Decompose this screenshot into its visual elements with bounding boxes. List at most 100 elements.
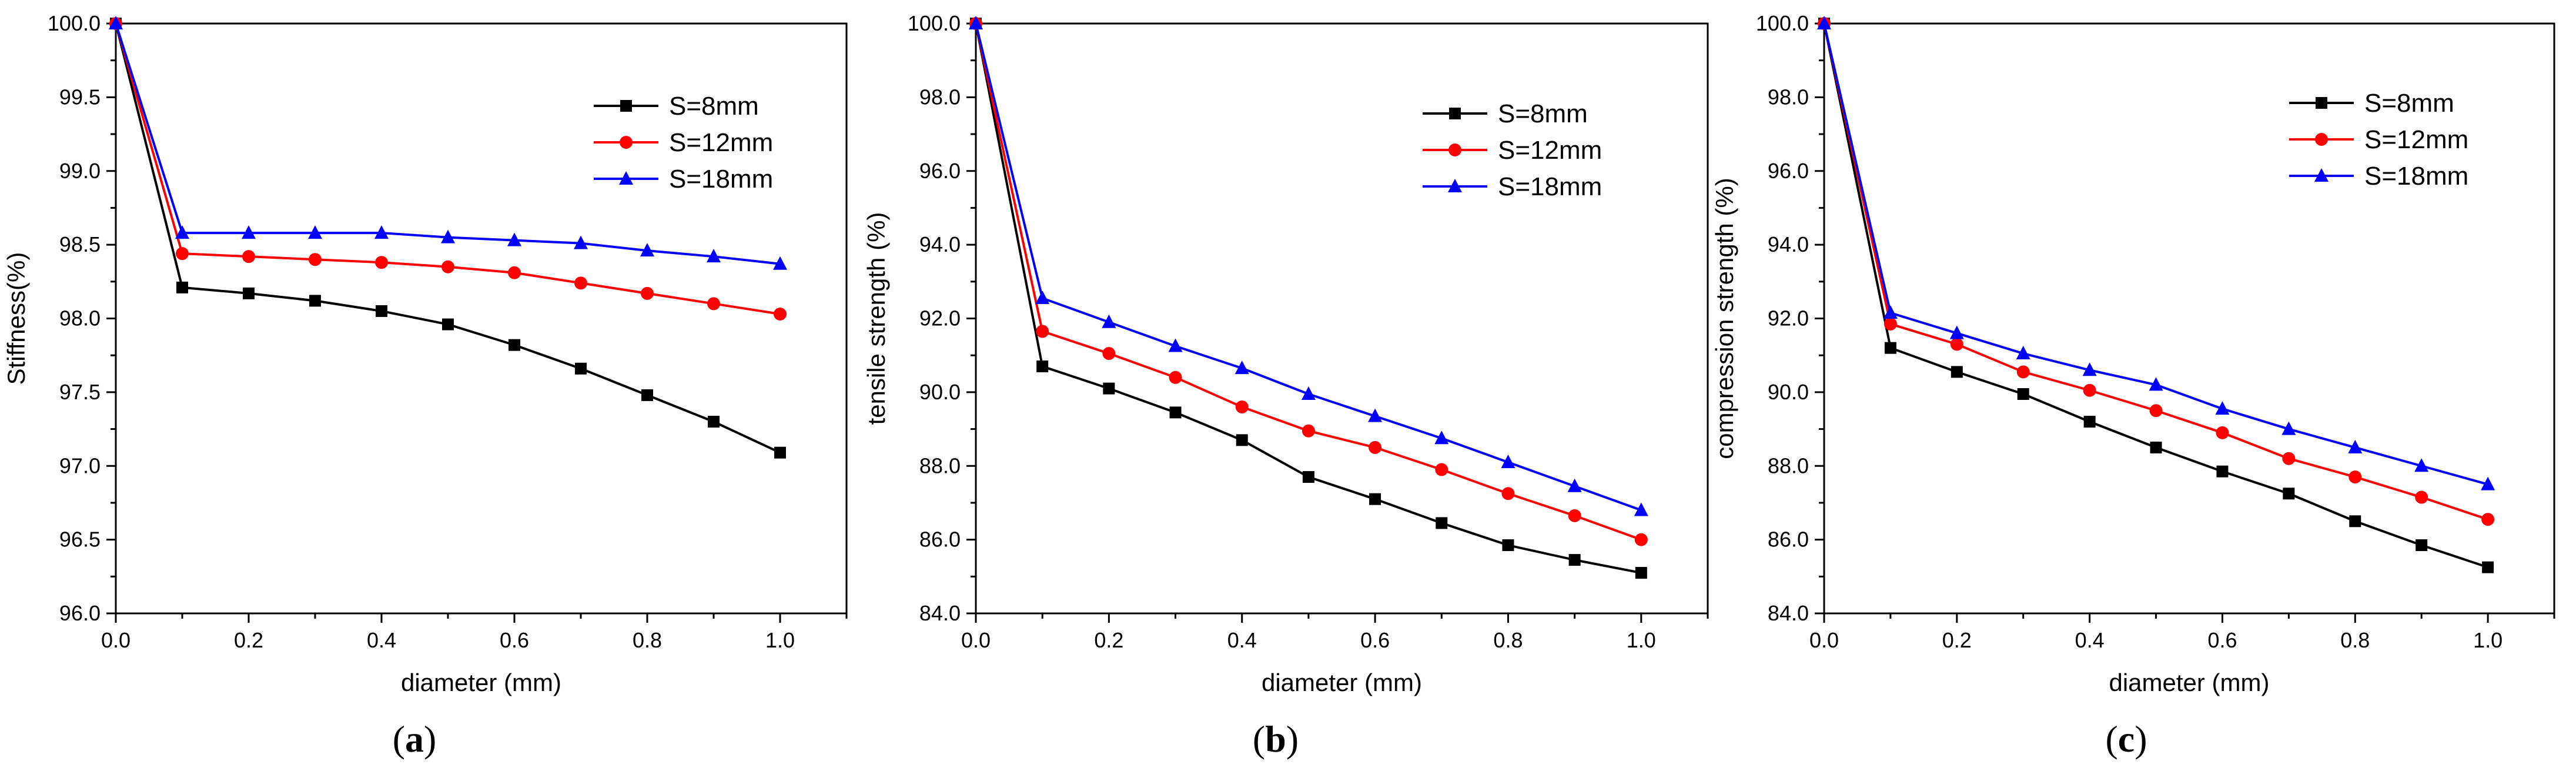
data-point xyxy=(1369,440,1382,454)
data-point xyxy=(1369,493,1381,505)
data-point xyxy=(2482,561,2494,573)
data-point xyxy=(1036,360,1049,372)
y-tick-label: 94.0 xyxy=(919,232,961,256)
data-point xyxy=(508,339,520,351)
legend: S=8mm S=12mm S=18mm xyxy=(1423,99,1602,201)
y-axis-title: Stiffness(%) xyxy=(2,252,30,385)
panel-caption: (b) xyxy=(1253,718,1299,760)
data-point xyxy=(2416,539,2428,552)
data-point xyxy=(2481,513,2495,526)
y-tick-label: 98.0 xyxy=(59,306,101,331)
data-point xyxy=(1035,291,1050,305)
y-tick-label: 86.0 xyxy=(1768,528,1809,552)
y-axis-title: tensile strength (%) xyxy=(862,212,890,425)
x-tick-label: 0.0 xyxy=(961,628,991,652)
data-point xyxy=(1368,408,1383,422)
data-point xyxy=(1301,386,1316,400)
data-point xyxy=(309,253,322,266)
legend: S=8mm S=12mm S=18mm xyxy=(594,92,773,193)
data-point xyxy=(375,256,388,269)
x-tick-label: 0.8 xyxy=(633,628,662,652)
data-point xyxy=(2348,439,2363,453)
chart-panel-c: 0.0 0.2 0.4 0.6 0.8 1.0 84.0 86.0 88.0 90.0 92.0 94… xyxy=(1711,11,2555,760)
data-point xyxy=(574,276,587,290)
legend-marker xyxy=(619,171,633,185)
y-tick-label: 97.0 xyxy=(59,453,101,478)
series-S8 xyxy=(1818,18,2494,573)
data-point xyxy=(1302,424,1315,438)
x-tick-label: 0.0 xyxy=(101,628,131,652)
data-point xyxy=(2083,383,2096,397)
series-S8 xyxy=(970,18,1647,579)
x-axis-title: diameter (mm) xyxy=(2109,669,2269,696)
data-point xyxy=(1817,16,1831,29)
y-tick-label: 90.0 xyxy=(919,380,961,404)
x-tick-label: 0.0 xyxy=(1809,628,1839,652)
y-tick-label: 84.0 xyxy=(1768,601,1809,625)
data-point xyxy=(2348,470,2362,484)
data-point xyxy=(1169,371,1182,384)
data-point xyxy=(1434,430,1449,445)
data-point xyxy=(640,243,654,257)
series-S12 xyxy=(969,17,1648,546)
y-tick-label: 98.5 xyxy=(59,232,101,256)
data-point xyxy=(2349,515,2361,528)
y-tick-label: 96.0 xyxy=(59,601,101,625)
data-point xyxy=(441,229,455,243)
data-point xyxy=(641,389,653,401)
caption-letter: b xyxy=(1265,718,1286,760)
data-point xyxy=(109,16,123,29)
y-tick-label: 92.0 xyxy=(919,306,961,331)
data-point xyxy=(1169,406,1182,419)
y-tick-label: 88.0 xyxy=(1768,453,1809,478)
legend: S=8mm S=12mm S=18mm xyxy=(2289,89,2468,191)
series-S18 xyxy=(109,16,787,270)
x-tick-label: 1.0 xyxy=(2473,628,2503,652)
x-tick-label: 0.2 xyxy=(234,628,263,652)
data-point xyxy=(2414,458,2429,472)
data-point xyxy=(175,225,189,239)
legend-marker xyxy=(620,100,632,112)
data-point xyxy=(1168,338,1183,352)
series-S18 xyxy=(969,16,1648,516)
data-point xyxy=(1235,361,1249,375)
legend-label: S=12mm xyxy=(1498,136,1602,165)
legend-marker xyxy=(620,136,633,149)
y-tick-label: 96.0 xyxy=(919,159,961,183)
data-point xyxy=(1883,305,1898,319)
y-tick-label: 84.0 xyxy=(919,601,961,625)
legend-label: S=12mm xyxy=(669,128,773,157)
chart-panel-a: 0.0 0.2 0.4 0.6 0.8 1.0 96.0 96.5 97.0 97.5 98.0 98… xyxy=(2,11,848,760)
y-tick-label: 98.0 xyxy=(1768,85,1809,109)
series-S12 xyxy=(1818,17,2495,526)
caption-open-paren: ( xyxy=(1253,718,1265,760)
caption-close-paren: ) xyxy=(424,718,436,760)
data-point xyxy=(2215,401,2230,415)
data-point xyxy=(2282,452,2296,465)
data-point xyxy=(2216,465,2229,478)
data-point xyxy=(1502,539,1514,552)
data-point xyxy=(2150,441,2162,453)
legend-label: S=8mm xyxy=(2364,89,2454,118)
x-tick-label: 0.8 xyxy=(1493,628,1523,652)
data-point xyxy=(574,235,588,249)
legend-label: S=8mm xyxy=(669,92,759,121)
data-point xyxy=(1102,347,1116,361)
x-tick-label: 0.4 xyxy=(367,628,396,652)
legend-label: S=18mm xyxy=(2364,162,2468,191)
data-point xyxy=(242,250,255,263)
data-point xyxy=(2017,388,2029,400)
legend-label: S=18mm xyxy=(1498,172,1602,201)
data-point xyxy=(1568,509,1581,522)
data-point xyxy=(774,446,786,459)
data-point xyxy=(508,266,521,279)
series-S18 xyxy=(1817,16,2495,490)
data-point xyxy=(1036,325,1049,338)
y-tick-label: 96.0 xyxy=(1768,159,1809,183)
x-axis-title: diameter (mm) xyxy=(1262,669,1422,696)
data-point xyxy=(1235,400,1249,413)
data-point xyxy=(1103,382,1115,395)
panel-caption: (a) xyxy=(393,718,437,760)
